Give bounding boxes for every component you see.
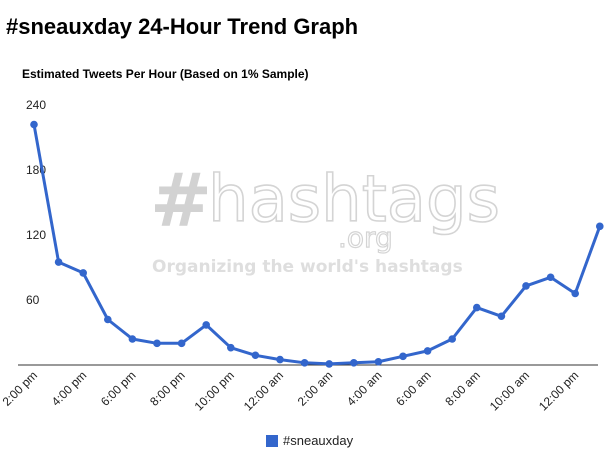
data-point (79, 269, 87, 277)
legend-label: #sneauxday (283, 433, 354, 448)
legend-swatch (266, 434, 278, 447)
data-point (251, 351, 260, 360)
data-point (153, 339, 161, 348)
data-point (448, 335, 457, 343)
x-tick-label: 6:00 pm (98, 368, 139, 409)
watermark-hash: # (150, 158, 212, 244)
x-tick-label: 10:00 am (487, 368, 532, 413)
chart-title: Estimated Tweets Per Hour (Based on 1% S… (22, 67, 309, 81)
x-tick-label: 4:00 am (344, 368, 385, 409)
data-point (473, 303, 481, 312)
data-point (350, 359, 358, 367)
data-point (202, 321, 210, 329)
data-point (399, 352, 407, 361)
data-point (423, 347, 432, 355)
x-tick-label: 6:00 am (393, 368, 434, 409)
y-tick-label: 60 (26, 293, 40, 307)
y-tick-label: 120 (26, 228, 46, 242)
page-title: #sneauxday 24-Hour Trend Graph (6, 14, 359, 39)
data-point (325, 360, 334, 368)
x-tick-label: 2:00 pm (0, 368, 40, 409)
data-point (300, 359, 309, 367)
data-point (374, 357, 383, 366)
x-tick-label: 12:00 am (241, 368, 286, 413)
x-tick-label: 10:00 pm (192, 368, 237, 413)
watermark-name: hashtags (208, 163, 500, 237)
x-axis-ticks: 2:00 pm 4:00 pm 6:00 pm 8:00 pm 10:00 pm 12:0… (0, 368, 581, 413)
data-point (30, 120, 38, 129)
data-point (497, 312, 506, 321)
hashtags-watermark: # hashtags .org Organizing the world's h… (150, 158, 501, 277)
x-tick-label: 12:00 pm (536, 368, 581, 413)
watermark-tagline: Organizing the world's hashtags (152, 257, 463, 277)
y-tick-label: 240 (26, 98, 46, 112)
x-tick-label: 2:00 am (295, 368, 336, 409)
data-point (177, 339, 186, 348)
data-point (276, 355, 284, 364)
x-tick-label: 4:00 pm (49, 368, 90, 409)
legend: #sneauxday (266, 433, 353, 448)
data-point (128, 335, 137, 343)
data-point (571, 289, 579, 298)
data-point (546, 273, 555, 282)
series-line (32, 124, 602, 366)
data-point (104, 315, 112, 324)
x-tick-label: 8:00 pm (147, 368, 188, 409)
x-tick-label: 8:00 am (442, 368, 483, 409)
data-point (227, 343, 235, 352)
series-sneauxday (30, 120, 604, 368)
watermark-org: .org (338, 221, 393, 254)
data-point (596, 222, 604, 231)
data-point (522, 282, 530, 290)
data-point (54, 258, 63, 266)
